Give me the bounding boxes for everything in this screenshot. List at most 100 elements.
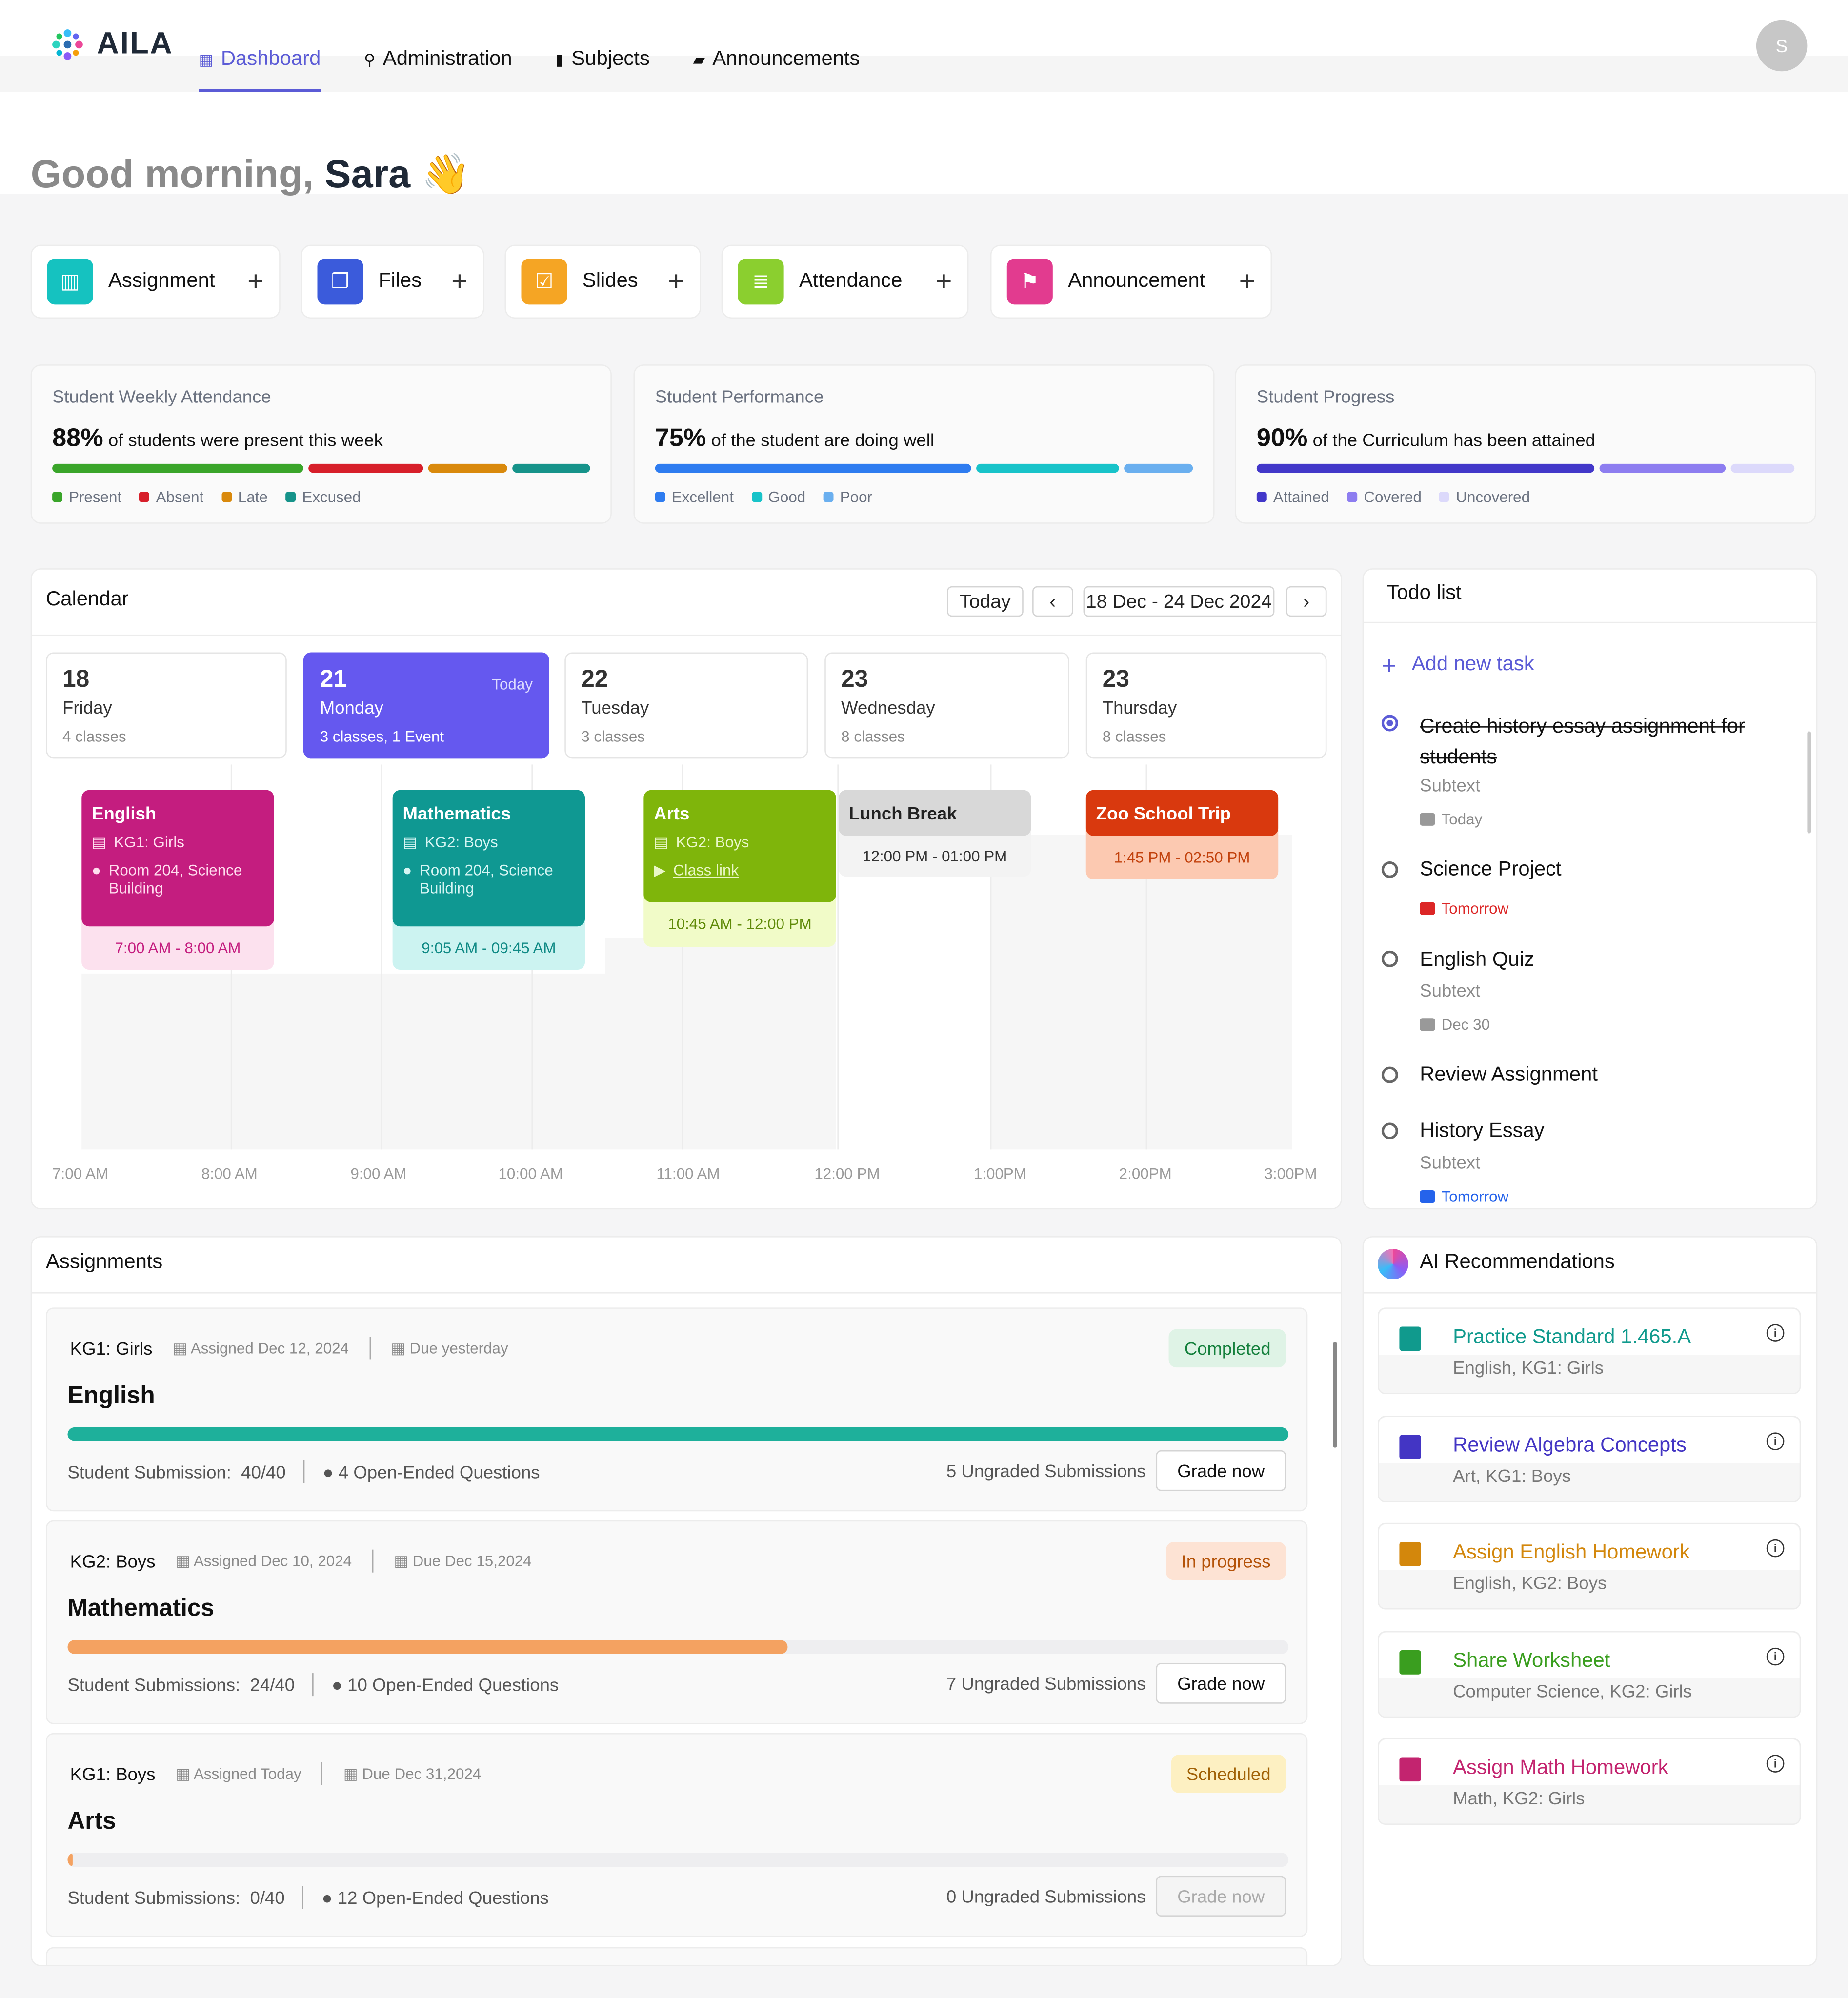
grade-now-button[interactable]: Grade now [1156, 1450, 1286, 1491]
day-number: 23 [841, 666, 868, 694]
assignment-card[interactable]: KG1: Boys ▦ Assigned Today ▦ Due Dec 31,20… [46, 1733, 1308, 1937]
assignment-card[interactable]: KG1: Girls ▦ Assigned Dec 12, 2024 ▦ Due y… [46, 1307, 1308, 1512]
assigned-date: ▦ Assigned Dec 12, 2024 [173, 1339, 349, 1358]
nav-dashboard[interactable]: ▦ Dashboard [199, 28, 321, 92]
info-icon[interactable]: i [1766, 1647, 1785, 1666]
assignment-subject: Arts [67, 1808, 116, 1835]
recommendation-card[interactable]: Assign Math Homework Math, KG2: Girls i [1378, 1738, 1801, 1825]
day-card-today[interactable]: 21 Monday 3 classes, 1 Event Today [303, 652, 549, 759]
quick-action-attendance[interactable]: ≣ Attendance + [721, 244, 969, 319]
task-title[interactable]: Review Assignment [1420, 1064, 1598, 1086]
day-card[interactable]: 22 Tuesday 3 classes [564, 652, 808, 759]
recommendation-title[interactable]: Share Worksheet [1453, 1650, 1610, 1672]
task-title[interactable]: Create history essay assignment for stud… [1420, 716, 1745, 769]
day-card[interactable]: 23 Wednesday 8 classes [824, 652, 1069, 759]
due-date: ▦ Due yesterday [391, 1339, 508, 1358]
quick-action-slides[interactable]: ☑ Slides + [504, 244, 701, 319]
add-task-button[interactable]: + Add new task [1382, 654, 1534, 679]
plus-icon: + [668, 265, 684, 297]
recommendation-title[interactable]: Assign Math Homework [1453, 1757, 1668, 1779]
chevron-right-icon: › [1303, 590, 1310, 613]
day-number: 21 [320, 666, 347, 694]
quick-action-assignment[interactable]: ▥ Assignment + [30, 244, 281, 319]
assignment-card[interactable]: KG2: Boys ▦ Assigned Dec 10, 2024 ▦ Due De… [46, 1520, 1308, 1724]
stat-bar [655, 463, 1193, 473]
stat-bar-segment [52, 463, 303, 473]
class-icon: ▤ [92, 833, 106, 852]
recommendation-title[interactable]: Assign English Homework [1453, 1542, 1690, 1564]
event-arts[interactable]: Arts ▤ KG2: Boys ▶ Class link 10:45 AM - 1… [643, 790, 836, 947]
day-weekday: Friday [62, 697, 112, 718]
event-zoo-trip[interactable]: Zoo School Trip 1:45 PM - 02:50 PM [1085, 790, 1279, 879]
announcement-icon: ⚑ [1006, 259, 1053, 305]
event-lunch-break[interactable]: Lunch Break 12:00 PM - 01:00 PM [838, 790, 1031, 877]
date-range[interactable]: 18 Dec - 24 Dec 2024 [1083, 586, 1275, 617]
task-checkbox[interactable] [1381, 861, 1398, 878]
due-date: ▦ Due Dec 15,2024 [394, 1552, 532, 1570]
task-subtext: Subtext [1420, 775, 1481, 796]
event-group: KG2: Boys [676, 833, 749, 852]
recommendation-card[interactable]: Assign English Homework English, KG2: Bo… [1378, 1522, 1801, 1610]
quick-action-files[interactable]: ❐ Files + [301, 244, 484, 319]
task-title[interactable]: History Essay [1420, 1120, 1545, 1142]
info-icon[interactable]: i [1766, 1539, 1785, 1558]
book-icon [1399, 1542, 1421, 1566]
stat-value: 88% [52, 424, 103, 453]
quick-action-announcement[interactable]: ⚑ Announcement + [990, 244, 1272, 319]
task-due-label: Today [1441, 810, 1483, 829]
stat-bar [1256, 463, 1795, 473]
event-english[interactable]: English ▤ KG1: Girls ● Room 204, Science B… [81, 790, 274, 970]
calendar-icon [1420, 1190, 1435, 1203]
info-icon[interactable]: i [1766, 1324, 1785, 1342]
assignments-scrollbar[interactable] [1333, 1341, 1337, 1448]
task-checkbox[interactable] [1381, 950, 1398, 967]
today-button[interactable]: Today [947, 586, 1024, 617]
grid-icon: ▦ [199, 51, 214, 69]
recommendation-card[interactable]: Practice Standard 1.465.A English, KG1: … [1378, 1307, 1801, 1394]
day-card[interactable]: 23 Thursday 8 classes [1085, 652, 1327, 759]
recommendation-card[interactable]: Review Algebra Concepts Art, KG1: Boys i [1378, 1416, 1801, 1503]
progress-fill [67, 1640, 788, 1654]
attendance-icon: ≣ [738, 259, 784, 305]
event-mathematics[interactable]: Mathematics ▤ KG2: Boys ● Room 204, Scienc… [392, 790, 585, 970]
grade-now-button-disabled[interactable]: Grade now [1156, 1876, 1286, 1917]
avatar[interactable]: S [1756, 20, 1808, 72]
task-checkbox[interactable] [1381, 715, 1398, 732]
class-link[interactable]: Class link [673, 861, 739, 879]
quick-action-label: Slides [582, 270, 638, 292]
logo[interactable]: AILA [48, 25, 173, 63]
recommendation-title[interactable]: Practice Standard 1.465.A [1453, 1326, 1691, 1348]
task-checkbox[interactable] [1381, 1066, 1398, 1083]
hour-label: 3:00PM [1264, 1164, 1317, 1183]
day-number: 18 [62, 666, 90, 694]
calendar-icon [1420, 813, 1435, 826]
day-weekday: Thursday [1102, 697, 1177, 718]
progress-fill [67, 1427, 1289, 1441]
ai-recommendations-title: AI Recommendations [1420, 1251, 1615, 1273]
timeline-grid [81, 764, 1292, 1150]
event-room: Room 204, Science Building [420, 861, 553, 898]
info-icon[interactable]: i [1766, 1432, 1785, 1450]
prev-week-button[interactable]: ‹ [1032, 586, 1073, 617]
day-count: 8 classes [841, 727, 905, 746]
info-icon[interactable]: i [1766, 1755, 1785, 1773]
todo-scrollbar[interactable] [1807, 731, 1811, 834]
next-week-button[interactable]: › [1286, 586, 1327, 617]
nav-administration[interactable]: ⚲ Administration [364, 28, 512, 92]
task-title[interactable]: English Quiz [1420, 949, 1534, 971]
assignment-icon: ▥ [47, 259, 93, 305]
recommendation-card[interactable]: Share Worksheet Computer Science, KG2: G… [1378, 1631, 1801, 1718]
day-number: 22 [581, 666, 608, 694]
day-card[interactable]: 18 Friday 4 classes [46, 652, 287, 759]
calendar-title: Calendar [46, 588, 129, 611]
grade-now-button[interactable]: Grade now [1156, 1663, 1286, 1704]
task-checkbox[interactable] [1381, 1122, 1398, 1139]
stat-text: of students were present this week [108, 429, 383, 450]
book-icon [1399, 1326, 1421, 1351]
ungraded-count: 7 Ungraded Submissions [946, 1673, 1146, 1694]
recommendation-title[interactable]: Review Algebra Concepts [1453, 1435, 1687, 1457]
assignment-progress [67, 1853, 1289, 1867]
task-title[interactable]: Science Project [1420, 859, 1562, 881]
nav-announcements[interactable]: ▰ Announcements [693, 28, 860, 92]
nav-subjects[interactable]: ▮ Subjects [555, 28, 649, 92]
